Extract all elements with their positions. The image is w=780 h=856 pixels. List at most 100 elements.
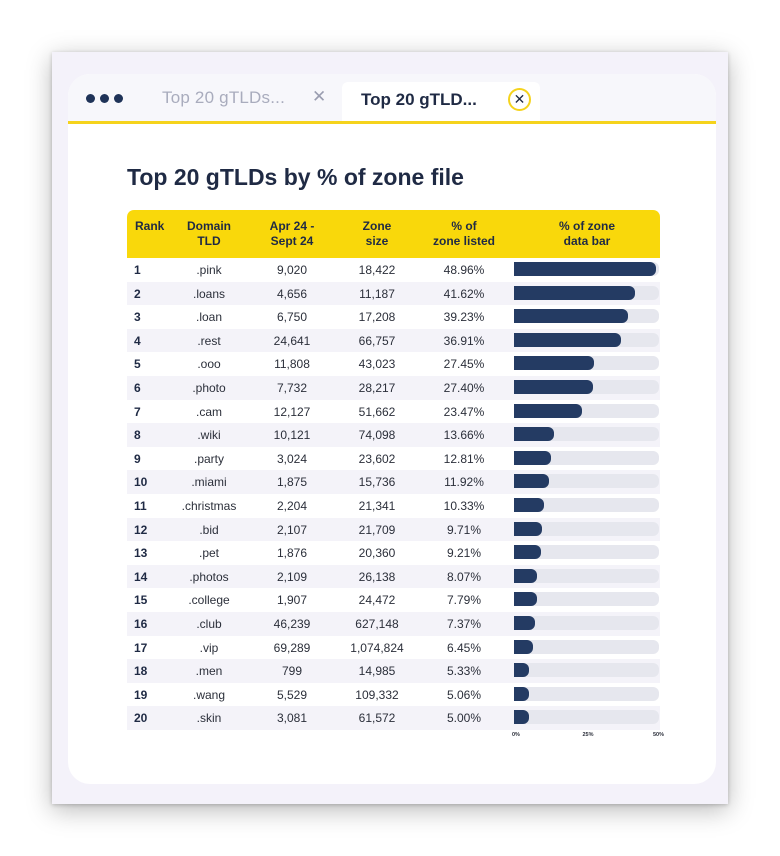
bar-fill bbox=[514, 262, 656, 276]
bar-fill bbox=[514, 474, 549, 489]
browser-window: Top 20 gTLDs... ✕ Top 20 gTLD... ✕ Top 2… bbox=[68, 74, 716, 784]
listed-count-cell: 1,907 bbox=[276, 593, 308, 608]
rank-cell: 6 bbox=[134, 380, 141, 395]
bar-track bbox=[514, 663, 659, 678]
bar-fill bbox=[514, 521, 543, 536]
window-menu-icon[interactable] bbox=[86, 94, 123, 103]
zone-size-cell: 1,074,824 bbox=[350, 640, 404, 655]
pct-listed-cell: 23.47% bbox=[443, 404, 485, 419]
pct-listed-cell: 41.62% bbox=[443, 286, 485, 301]
listed-count-cell: 1,875 bbox=[276, 475, 308, 490]
bar-track bbox=[514, 521, 659, 536]
rank-cell: 11 bbox=[134, 498, 147, 513]
table-row: 20 .skin 3,081 61,572 5.00% bbox=[127, 706, 660, 730]
bar-fill bbox=[514, 592, 537, 607]
bar-track bbox=[514, 592, 659, 607]
table-row: 12 .bid 2,107 21,709 9.71% bbox=[127, 517, 660, 542]
pct-listed-cell: 8.07% bbox=[446, 569, 482, 584]
pct-listed-cell: 5.33% bbox=[446, 664, 482, 679]
bar-fill bbox=[514, 568, 538, 583]
listed-count-cell: 46,239 bbox=[273, 616, 311, 631]
zone-size-cell: 61,572 bbox=[358, 711, 396, 726]
zone-size-cell: 14,985 bbox=[358, 664, 396, 679]
listed-count-cell: 24,641 bbox=[273, 333, 311, 348]
bar-fill bbox=[514, 639, 533, 654]
axis-tick-25: 25% bbox=[582, 732, 594, 738]
table-row: 14 .photos 2,109 26,138 8.07% bbox=[127, 564, 660, 589]
close-active-tab-icon[interactable]: ✕ bbox=[508, 88, 531, 111]
listed-count-cell: 2,107 bbox=[276, 522, 308, 537]
bar-fill bbox=[514, 403, 583, 418]
table-row: 10 .miami 1,875 15,736 11.92% bbox=[127, 470, 660, 494]
tld-cell: .skin bbox=[196, 711, 222, 726]
tld-cell: .loan bbox=[195, 310, 223, 325]
bar-fill bbox=[514, 332, 622, 347]
bar-track bbox=[514, 332, 659, 347]
pct-listed-cell: 27.45% bbox=[443, 357, 485, 372]
pct-listed-cell: 7.79% bbox=[446, 593, 482, 608]
rank-cell: 3 bbox=[134, 310, 141, 325]
pct-listed-cell: 5.00% bbox=[446, 711, 482, 726]
table-row: 6 .photo 7,732 28,217 27.40% bbox=[127, 375, 660, 400]
tld-cell: .bid bbox=[199, 522, 219, 537]
close-tab-icon[interactable]: ✕ bbox=[312, 87, 327, 106]
table-row: 18 .men 799 14,985 5.33% bbox=[127, 659, 660, 683]
bar-fill bbox=[514, 356, 594, 371]
listed-count-cell: 3,024 bbox=[276, 451, 308, 466]
zone-size-cell: 15,736 bbox=[358, 475, 396, 490]
rank-cell: 7 bbox=[134, 404, 141, 419]
pct-listed-cell: 36.91% bbox=[443, 333, 485, 348]
bar-track bbox=[514, 450, 659, 465]
zone-size-cell: 51,662 bbox=[358, 404, 396, 419]
tld-cell: .party bbox=[193, 451, 224, 466]
bar-fill bbox=[514, 710, 529, 725]
table-row: 15 .college 1,907 24,472 7.79% bbox=[127, 588, 660, 612]
axis-tick-0: 0% bbox=[512, 732, 520, 738]
column-header-data-bar: % of zone data bar bbox=[559, 219, 615, 248]
listed-count-cell: 11,808 bbox=[274, 357, 310, 372]
tld-cell: .loans bbox=[192, 286, 226, 301]
listed-count-cell: 69,289 bbox=[273, 640, 311, 655]
zone-size-cell: 24,472 bbox=[358, 593, 396, 608]
zone-size-cell: 18,422 bbox=[358, 263, 396, 277]
table-row: 16 .club 46,239 627,148 7.37% bbox=[127, 611, 660, 636]
tab-bar: Top 20 gTLDs... ✕ Top 20 gTLD... ✕ bbox=[68, 74, 716, 124]
tab-inactive[interactable]: Top 20 gTLDs... bbox=[162, 88, 286, 107]
bar-fill bbox=[514, 615, 536, 630]
bar-track bbox=[514, 639, 659, 654]
pct-listed-cell: 11.92% bbox=[444, 475, 484, 490]
column-header-period: Apr 24 - Sept 24 bbox=[269, 219, 315, 248]
listed-count-cell: 9,020 bbox=[276, 263, 308, 277]
listed-count-cell: 10,121 bbox=[273, 428, 311, 443]
zone-size-cell: 21,341 bbox=[358, 498, 396, 513]
listed-count-cell: 5,529 bbox=[276, 687, 308, 702]
table-row: 4 .rest 24,641 66,757 36.91% bbox=[127, 328, 660, 353]
tld-cell: .college bbox=[188, 593, 230, 608]
rank-cell: 17 bbox=[134, 640, 148, 655]
zone-size-cell: 66,757 bbox=[358, 333, 396, 348]
zone-size-cell: 74,098 bbox=[358, 428, 396, 443]
zone-size-cell: 109,332 bbox=[355, 687, 399, 702]
listed-count-cell: 2,204 bbox=[276, 498, 308, 513]
column-header-pct-listed: % of zone listed bbox=[432, 219, 495, 248]
bar-track bbox=[514, 497, 659, 512]
tab-active[interactable]: Top 20 gTLD... ✕ bbox=[342, 82, 540, 121]
dot-icon bbox=[100, 94, 109, 103]
bar-track bbox=[514, 285, 659, 300]
dot-icon bbox=[86, 94, 95, 103]
pct-listed-cell: 48.96% bbox=[443, 263, 485, 277]
table-row: 8 .wiki 10,121 74,098 13.66% bbox=[127, 423, 660, 447]
zone-size-cell: 627,148 bbox=[355, 616, 399, 631]
rank-cell: 16 bbox=[134, 616, 148, 631]
column-header-rank: Rank bbox=[135, 219, 165, 233]
tld-cell: .vip bbox=[199, 640, 219, 655]
bar-fill bbox=[514, 379, 594, 394]
tld-cell: .photos bbox=[189, 569, 229, 584]
column-header-zone-size: Zone size bbox=[362, 219, 392, 248]
bar-fill bbox=[514, 686, 529, 701]
bar-track bbox=[514, 545, 659, 560]
bar-fill bbox=[514, 545, 541, 560]
page-title: Top 20 gTLDs by % of zone file bbox=[127, 164, 464, 190]
bar-track bbox=[514, 615, 659, 630]
pct-listed-cell: 6.45% bbox=[446, 640, 482, 655]
